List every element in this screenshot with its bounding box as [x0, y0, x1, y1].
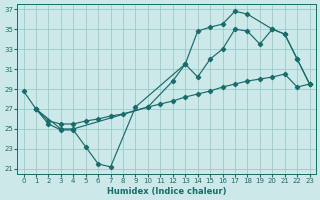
- X-axis label: Humidex (Indice chaleur): Humidex (Indice chaleur): [107, 187, 226, 196]
